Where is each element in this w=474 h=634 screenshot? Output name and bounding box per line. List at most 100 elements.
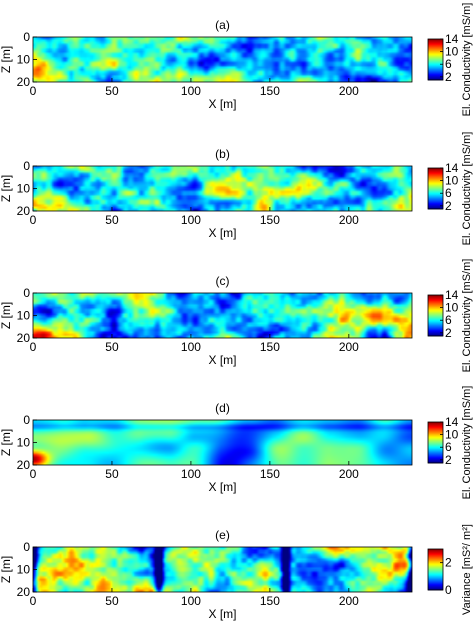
heatmap-image — [33, 547, 412, 592]
colorbar-segment — [428, 56, 443, 59]
colorbar-segment — [428, 191, 443, 194]
x-tick-label: 200 — [339, 467, 359, 481]
colorbar-segment — [428, 582, 443, 584]
colorbar-segment — [428, 312, 443, 315]
y-axis-label: Z [m] — [0, 302, 13, 329]
colorbar-segment — [428, 324, 443, 326]
colorbar-segment — [428, 452, 443, 455]
colorbar-segment — [428, 443, 443, 445]
y-tick-label: 10 — [17, 309, 31, 323]
y-axis-label: Z [m] — [0, 429, 13, 456]
colorbar-segment — [428, 428, 443, 431]
subplot-title: (d) — [215, 401, 230, 415]
colorbar-segment — [428, 66, 443, 68]
colorbar-segment — [428, 64, 443, 66]
colorbar-segment — [428, 556, 443, 558]
colorbar-segment — [428, 329, 443, 331]
colorbar-segment — [428, 77, 443, 79]
colorbar-segment — [428, 459, 443, 461]
y-tick-label: 20 — [17, 585, 31, 599]
colorbar-segment — [428, 296, 443, 298]
colorbar-segment — [428, 195, 443, 197]
colorbar-frame — [427, 294, 444, 337]
colorbar-segment — [428, 45, 443, 48]
colorbar-segment — [428, 180, 443, 183]
colorbar-segment — [428, 62, 443, 64]
x-tick-label: 0 — [30, 213, 37, 227]
colorbar-segment — [428, 558, 443, 560]
colorbar-frame — [427, 167, 444, 210]
x-tick-label: 0 — [30, 84, 37, 98]
colorbar-segment — [428, 312, 443, 314]
colorbar-segment — [428, 307, 443, 310]
colorbar-segment — [428, 445, 443, 447]
colorbar-segment — [428, 60, 443, 62]
colorbar-segment — [428, 192, 443, 195]
colorbar-segment — [428, 455, 443, 457]
heatmap-image — [33, 166, 412, 211]
y-tick-label: 0 — [23, 540, 30, 554]
colorbar-segment — [428, 197, 443, 199]
colorbar-tick-label: 2 — [445, 556, 452, 570]
x-tick-label: 200 — [339, 594, 359, 608]
colorbar-segment — [428, 578, 443, 580]
colorbar-segment — [428, 197, 443, 200]
y-axis-label: Z [m] — [0, 46, 13, 73]
colorbar-segment — [428, 575, 443, 577]
colorbar-segment — [428, 587, 443, 589]
colorbar-tick-label: 6 — [445, 313, 452, 327]
colorbar-segment — [428, 74, 443, 77]
colorbar-segment — [428, 53, 443, 55]
colorbar-tick-label: 6 — [445, 57, 452, 71]
colorbar-segment — [428, 203, 443, 205]
x-axis-label: X [m] — [208, 97, 236, 111]
colorbar-segment — [428, 461, 443, 463]
colorbar-segment — [428, 68, 443, 71]
colorbar-segment — [428, 188, 443, 190]
colorbar-segment — [428, 76, 443, 78]
colorbar-segment — [428, 73, 443, 75]
colorbar-segment — [428, 55, 443, 57]
colorbar-segment — [428, 332, 443, 334]
colorbar-segment — [428, 550, 443, 552]
colorbar-segment — [428, 206, 443, 208]
colorbar-segment — [428, 445, 443, 448]
colorbar-segment — [428, 426, 443, 428]
x-tick-label: 100 — [181, 467, 201, 481]
colorbar-segment — [428, 449, 443, 451]
colorbar-segment — [428, 56, 443, 58]
colorbar-segment — [428, 432, 443, 434]
colorbar-segment — [428, 74, 443, 76]
colorbar-segment — [428, 185, 443, 187]
colorbar-segment — [428, 295, 443, 297]
colorbar-segment — [428, 202, 443, 204]
colorbar-segment — [428, 583, 443, 585]
x-tick-label: 0 — [30, 594, 37, 608]
colorbar-segment — [428, 573, 443, 576]
x-tick-label: 100 — [181, 594, 201, 608]
subplot-title: (a) — [215, 18, 230, 32]
colorbar-segment — [428, 319, 443, 322]
colorbar-segment — [428, 438, 443, 440]
colorbar-tick-label: 0 — [445, 583, 452, 597]
colorbar-tick-label: 2 — [445, 453, 452, 467]
colorbar-segment — [428, 578, 443, 581]
colorbar-segment — [428, 434, 443, 437]
colorbar-segment — [428, 436, 443, 438]
colorbar-segment — [428, 196, 443, 198]
colorbar-segment — [428, 568, 443, 570]
colorbar-segment — [428, 171, 443, 173]
colorbar-segment — [428, 458, 443, 460]
colorbar-segment — [428, 320, 443, 322]
colorbar-segment — [428, 553, 443, 555]
colorbar-segment — [428, 563, 443, 565]
colorbar-label: Variance [mS²/ m²] — [461, 524, 473, 615]
colorbar-segment — [428, 325, 443, 328]
colorbar-segment — [428, 552, 443, 554]
x-tick-label: 150 — [260, 467, 280, 481]
colorbar-segment — [428, 308, 443, 310]
colorbar-segment — [428, 422, 443, 425]
colorbar-tick-label: 2 — [445, 70, 452, 84]
colorbar-segment — [428, 570, 443, 572]
